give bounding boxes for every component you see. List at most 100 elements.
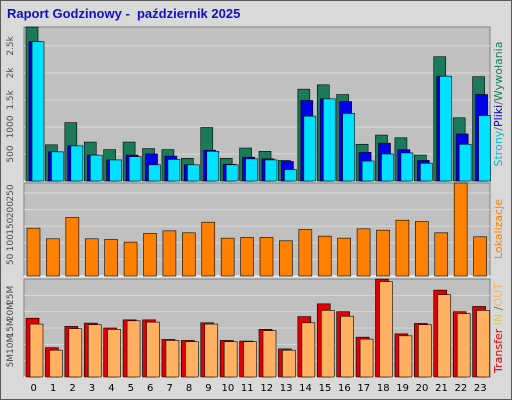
- legend-middle: Lokalizacje: [492, 199, 505, 259]
- y-tick-label: 2.5k: [6, 35, 16, 55]
- bar-pages: [245, 158, 258, 182]
- bar-visits: [123, 241, 138, 277]
- bar-pages: [70, 145, 84, 182]
- bar-pages: [400, 152, 414, 182]
- bar-visits: [182, 232, 196, 277]
- x-tick-label: 10: [222, 383, 235, 394]
- bar-visits: [104, 239, 118, 277]
- bar-pages: [89, 154, 103, 182]
- bar-visits: [65, 217, 80, 277]
- bar-pages: [458, 143, 472, 182]
- legend-item: Wywołania: [492, 42, 505, 102]
- bar-visits: [317, 235, 332, 277]
- bar-transfer-out: [340, 315, 354, 378]
- x-tick-label: 6: [147, 383, 153, 394]
- x-axis-hours: 0 1 2 3 4 5 6 7 8 9 10 11 12 13 14 15 16 17 18 19 20 21 22 23: [31, 383, 487, 394]
- legend-item: Pliki: [492, 105, 505, 127]
- x-tick-label: 23: [474, 383, 487, 394]
- bar-visits: [395, 219, 410, 277]
- legend-text: Lokalizacje: [492, 199, 505, 259]
- x-tick-label: 20: [416, 383, 429, 394]
- bar-pages: [51, 151, 64, 182]
- bar-transfer-out: [204, 323, 219, 378]
- bar-pages: [206, 150, 220, 182]
- x-tick-label: 9: [205, 383, 211, 394]
- x-tick-label: 5: [128, 383, 134, 394]
- legend-text: Transfer IN /OUT: [492, 283, 505, 374]
- legend-item: /: [492, 101, 505, 105]
- x-tick-label: 22: [455, 383, 468, 394]
- y-tick-label: 200: [6, 201, 16, 218]
- x-tick-label: 16: [338, 383, 351, 394]
- bar-pages: [264, 159, 278, 182]
- bar-pages: [187, 164, 200, 182]
- bar-transfer-out: [107, 329, 121, 378]
- x-tick-label: 0: [31, 383, 37, 394]
- bar-visits: [259, 237, 274, 277]
- x-tick-label: 12: [260, 383, 273, 394]
- y-tick-label: 50: [6, 253, 16, 265]
- x-tick-label: 7: [166, 383, 172, 394]
- y-tick-label: 1.5k: [6, 89, 16, 109]
- bar-visits: [473, 236, 487, 277]
- bar-pages: [31, 41, 45, 182]
- bar-pages: [322, 98, 336, 182]
- bar-transfer-out: [456, 313, 471, 378]
- legend-item: IN: [492, 310, 505, 328]
- bar-transfer-out: [146, 321, 160, 378]
- bar-transfer-out: [49, 349, 63, 378]
- bar-visits: [434, 232, 449, 277]
- bar-pages: [361, 160, 375, 182]
- x-tick-label: 14: [299, 383, 312, 394]
- x-tick-label: 18: [377, 383, 390, 394]
- legend-item: OUT: [492, 283, 505, 307]
- legend-bottom: Transfer IN /OUT: [492, 283, 505, 374]
- bar-pages: [439, 75, 453, 182]
- bar-visits: [415, 221, 429, 277]
- x-tick-label: 11: [241, 383, 254, 394]
- y-tick-label: 25M: [6, 286, 16, 305]
- x-tick-label: 2: [69, 383, 75, 394]
- legend-item: Transfer: [492, 328, 505, 374]
- y-tick-label: 500: [6, 145, 16, 162]
- bar-pages: [225, 164, 239, 182]
- bar-transfer-out: [165, 340, 180, 378]
- bar-transfer-out: [185, 341, 199, 378]
- bar-visits: [162, 230, 177, 277]
- legend-item: /: [492, 127, 505, 131]
- bar-transfer-out: [68, 328, 83, 378]
- x-tick-label: 1: [50, 383, 56, 394]
- bar-transfer-out: [476, 310, 490, 378]
- bar-visits: [84, 238, 99, 277]
- bar-transfer-out: [243, 341, 257, 378]
- bar-pages: [109, 159, 122, 182]
- bar-visits: [356, 228, 371, 277]
- plot-area: [23, 182, 491, 277]
- bar-transfer-out: [398, 335, 413, 378]
- bar-visits: [46, 238, 60, 277]
- bar-transfer-out: [418, 324, 432, 378]
- bar-visits: [337, 237, 351, 277]
- y-tick-label: 1000: [6, 115, 16, 138]
- bar-transfer-out: [359, 338, 374, 378]
- x-tick-label: 17: [357, 383, 370, 394]
- legend-text: Strony/Pliki/Wywołania: [492, 42, 505, 167]
- bar-transfer-out: [126, 320, 141, 378]
- x-tick-label: 13: [280, 383, 293, 394]
- y-tick-label: 5M: [6, 354, 16, 368]
- bar-visits: [376, 229, 390, 277]
- bar-pages: [128, 156, 142, 182]
- bar-pages: [420, 162, 433, 182]
- x-tick-label: 19: [396, 383, 409, 394]
- y-tick-label: 100: [6, 234, 16, 251]
- bar-pages: [167, 159, 181, 182]
- x-tick-label: 4: [108, 383, 114, 394]
- bar-pages: [148, 164, 161, 182]
- bar-visits: [143, 233, 157, 277]
- bar-transfer-out: [262, 330, 277, 378]
- legend-item: /: [492, 306, 505, 310]
- bar-transfer-out: [87, 324, 102, 378]
- y-tick-label: 20M: [6, 302, 16, 321]
